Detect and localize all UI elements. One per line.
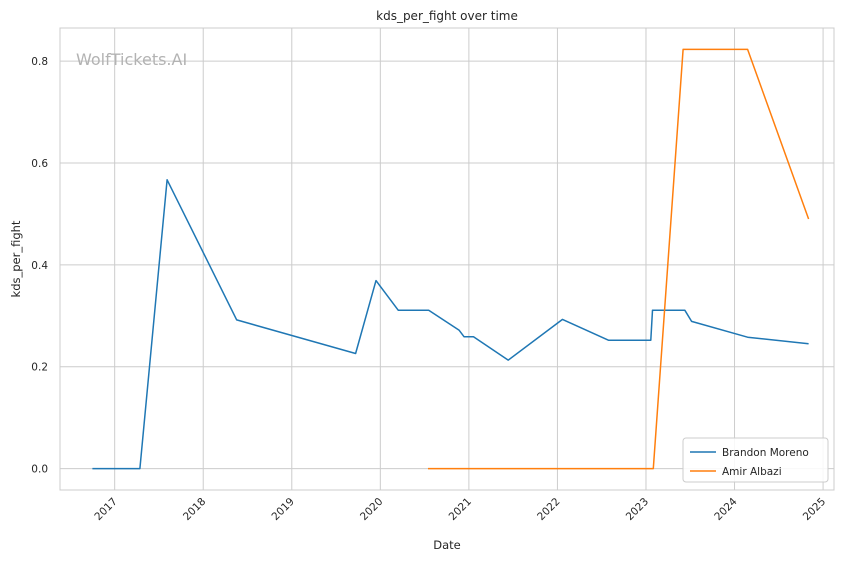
y-tick-labels: 0.0 0.2 0.4 0.6 0.8 xyxy=(31,56,48,475)
y-tick-label: 0.8 xyxy=(31,56,48,68)
legend-label-brandon-moreno: Brandon Moreno xyxy=(722,447,809,459)
y-tick-label: 0.4 xyxy=(31,260,48,272)
series-line-brandon-moreno xyxy=(92,179,809,470)
series-layer xyxy=(92,48,810,470)
legend-label-amir-albazi: Amir Albazi xyxy=(722,466,782,478)
chart-title: kds_per_fight over time xyxy=(376,9,518,23)
series-line-amir-albazi xyxy=(428,48,810,470)
watermark: WolfTickets.AI xyxy=(76,50,187,69)
y-tick-label: 0.0 xyxy=(31,464,48,476)
legend: Brandon Moreno Amir Albazi xyxy=(682,437,829,483)
legend-box xyxy=(682,437,829,483)
y-tick-label: 0.2 xyxy=(31,362,48,374)
y-tick-label: 0.6 xyxy=(31,158,48,170)
y-axis-label: kds_per_fight xyxy=(9,220,23,297)
x-axis-label: Date xyxy=(433,538,461,552)
plot-frame xyxy=(59,27,835,491)
